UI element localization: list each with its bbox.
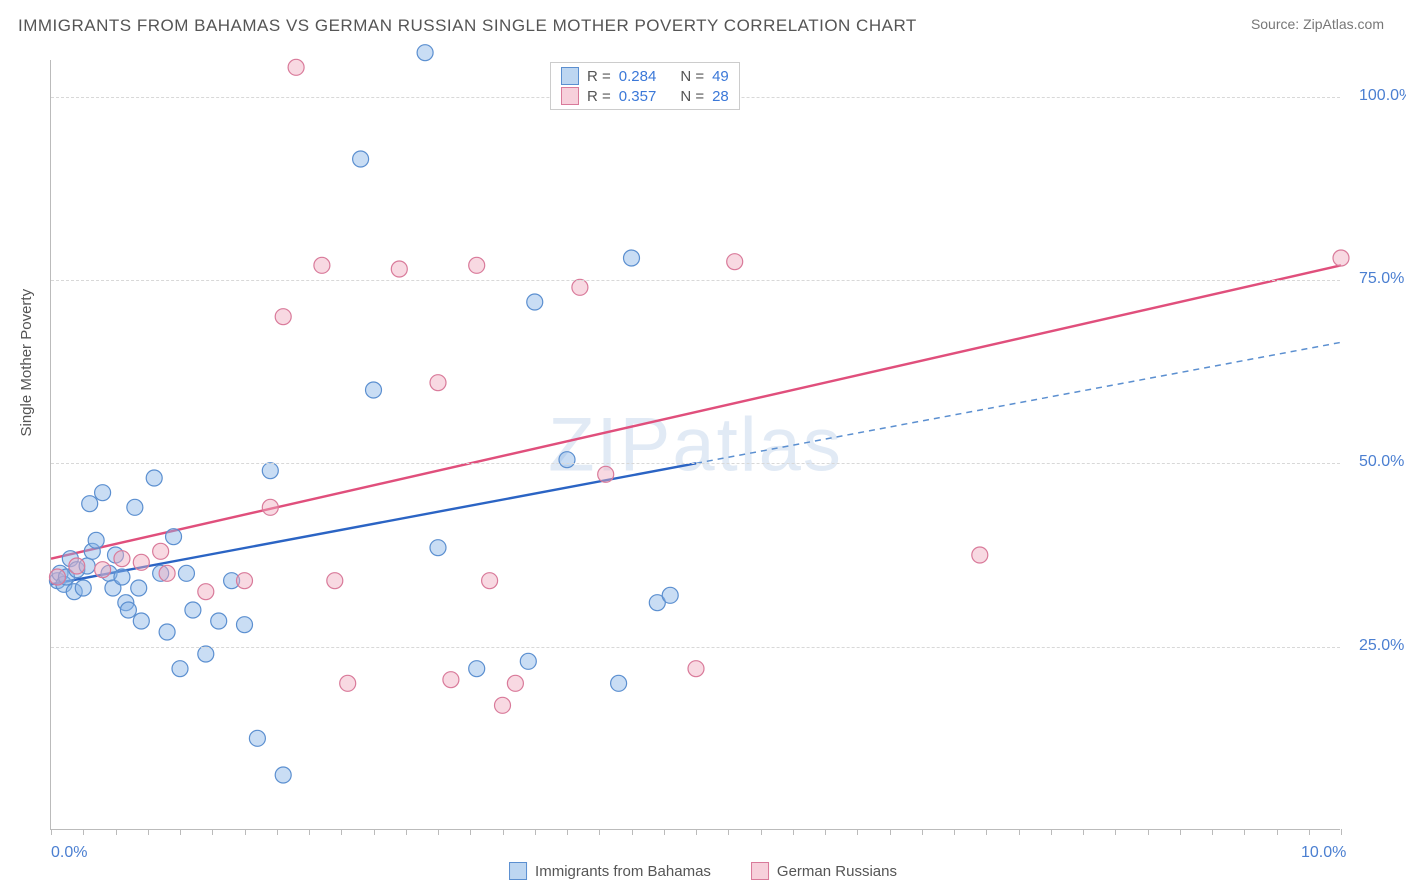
n-label: N = <box>680 88 704 105</box>
data-point-german_russian <box>340 675 356 691</box>
data-point-bahamas <box>127 499 143 515</box>
data-point-bahamas <box>178 565 194 581</box>
trend-line-bahamas-extrapolated <box>696 342 1341 463</box>
data-point-german_russian <box>1333 250 1349 266</box>
data-point-bahamas <box>131 580 147 596</box>
x-tick-label: 10.0% <box>1301 844 1346 862</box>
chart-svg <box>51 60 1340 829</box>
data-point-bahamas <box>198 646 214 662</box>
swatch-german-russian-icon <box>561 87 579 105</box>
data-point-bahamas <box>275 767 291 783</box>
data-point-german_russian <box>443 672 459 688</box>
data-point-bahamas <box>527 294 543 310</box>
gridline <box>51 463 1340 464</box>
data-point-german_russian <box>95 562 111 578</box>
data-point-bahamas <box>95 485 111 501</box>
gridline <box>51 647 1340 648</box>
swatch-bahamas-icon <box>561 67 579 85</box>
swatch-german-russian-icon <box>751 862 769 880</box>
data-point-bahamas <box>237 617 253 633</box>
data-point-bahamas <box>624 250 640 266</box>
data-point-bahamas <box>469 661 485 677</box>
n-value-german-russian: 28 <box>712 88 729 105</box>
legend-label-german-russian: German Russians <box>777 863 897 880</box>
data-point-german_russian <box>391 261 407 277</box>
data-point-bahamas <box>430 540 446 556</box>
r-value-bahamas: 0.284 <box>619 68 657 85</box>
data-point-bahamas <box>262 463 278 479</box>
data-point-bahamas <box>249 730 265 746</box>
data-point-bahamas <box>559 452 575 468</box>
y-tick-label: 100.0% <box>1359 87 1406 105</box>
data-point-bahamas <box>353 151 369 167</box>
data-point-bahamas <box>88 532 104 548</box>
data-point-german_russian <box>288 59 304 75</box>
data-point-bahamas <box>146 470 162 486</box>
n-value-bahamas: 49 <box>712 68 729 85</box>
data-point-bahamas <box>662 587 678 603</box>
data-point-german_russian <box>314 257 330 273</box>
data-point-bahamas <box>611 675 627 691</box>
data-point-german_russian <box>198 584 214 600</box>
data-point-bahamas <box>75 580 91 596</box>
chart-container: IMMIGRANTS FROM BAHAMAS VS GERMAN RUSSIA… <box>0 0 1406 892</box>
y-tick-label: 25.0% <box>1359 637 1404 655</box>
data-point-bahamas <box>520 653 536 669</box>
data-point-german_russian <box>262 499 278 515</box>
r-value-german-russian: 0.357 <box>619 88 657 105</box>
data-point-german_russian <box>507 675 523 691</box>
data-point-bahamas <box>133 613 149 629</box>
trend-line-german_russian <box>51 265 1341 558</box>
data-point-german_russian <box>49 569 65 585</box>
data-point-german_russian <box>327 573 343 589</box>
source-label: Source: ZipAtlas.com <box>1251 16 1384 32</box>
data-point-german_russian <box>598 466 614 482</box>
swatch-bahamas-icon <box>509 862 527 880</box>
data-point-bahamas <box>185 602 201 618</box>
data-point-german_russian <box>153 543 169 559</box>
top-legend-row-german-russian: R = 0.357 N = 28 <box>561 87 729 105</box>
data-point-german_russian <box>972 547 988 563</box>
n-label: N = <box>680 68 704 85</box>
r-label: R = <box>587 68 611 85</box>
data-point-bahamas <box>159 624 175 640</box>
data-point-german_russian <box>572 279 588 295</box>
data-point-german_russian <box>469 257 485 273</box>
data-point-german_russian <box>237 573 253 589</box>
chart-title: IMMIGRANTS FROM BAHAMAS VS GERMAN RUSSIA… <box>18 16 917 36</box>
data-point-german_russian <box>69 558 85 574</box>
data-point-bahamas <box>172 661 188 677</box>
gridline <box>51 280 1340 281</box>
legend-item-german-russian: German Russians <box>751 862 897 880</box>
data-point-german_russian <box>114 551 130 567</box>
y-tick-label: 50.0% <box>1359 453 1404 471</box>
legend-label-bahamas: Immigrants from Bahamas <box>535 863 711 880</box>
top-legend-row-bahamas: R = 0.284 N = 49 <box>561 67 729 85</box>
y-tick-label: 75.0% <box>1359 270 1404 288</box>
data-point-bahamas <box>114 569 130 585</box>
data-point-german_russian <box>133 554 149 570</box>
y-axis-title: Single Mother Poverty <box>18 289 35 437</box>
data-point-german_russian <box>430 375 446 391</box>
data-point-bahamas <box>166 529 182 545</box>
data-point-german_russian <box>159 565 175 581</box>
r-label: R = <box>587 88 611 105</box>
top-legend: R = 0.284 N = 49 R = 0.357 N = 28 <box>550 62 740 110</box>
data-point-german_russian <box>495 697 511 713</box>
data-point-german_russian <box>688 661 704 677</box>
data-point-bahamas <box>417 45 433 61</box>
data-point-bahamas <box>82 496 98 512</box>
legend-item-bahamas: Immigrants from Bahamas <box>509 862 711 880</box>
data-point-german_russian <box>727 254 743 270</box>
data-point-bahamas <box>366 382 382 398</box>
data-point-german_russian <box>275 309 291 325</box>
x-tick-label: 0.0% <box>51 844 87 862</box>
data-point-bahamas <box>211 613 227 629</box>
data-point-german_russian <box>482 573 498 589</box>
data-point-bahamas <box>120 602 136 618</box>
plot-area: ZIPatlas 25.0%50.0%75.0%100.0%0.0%10.0% <box>50 60 1340 830</box>
footer-legend: Immigrants from Bahamas German Russians <box>509 862 897 880</box>
